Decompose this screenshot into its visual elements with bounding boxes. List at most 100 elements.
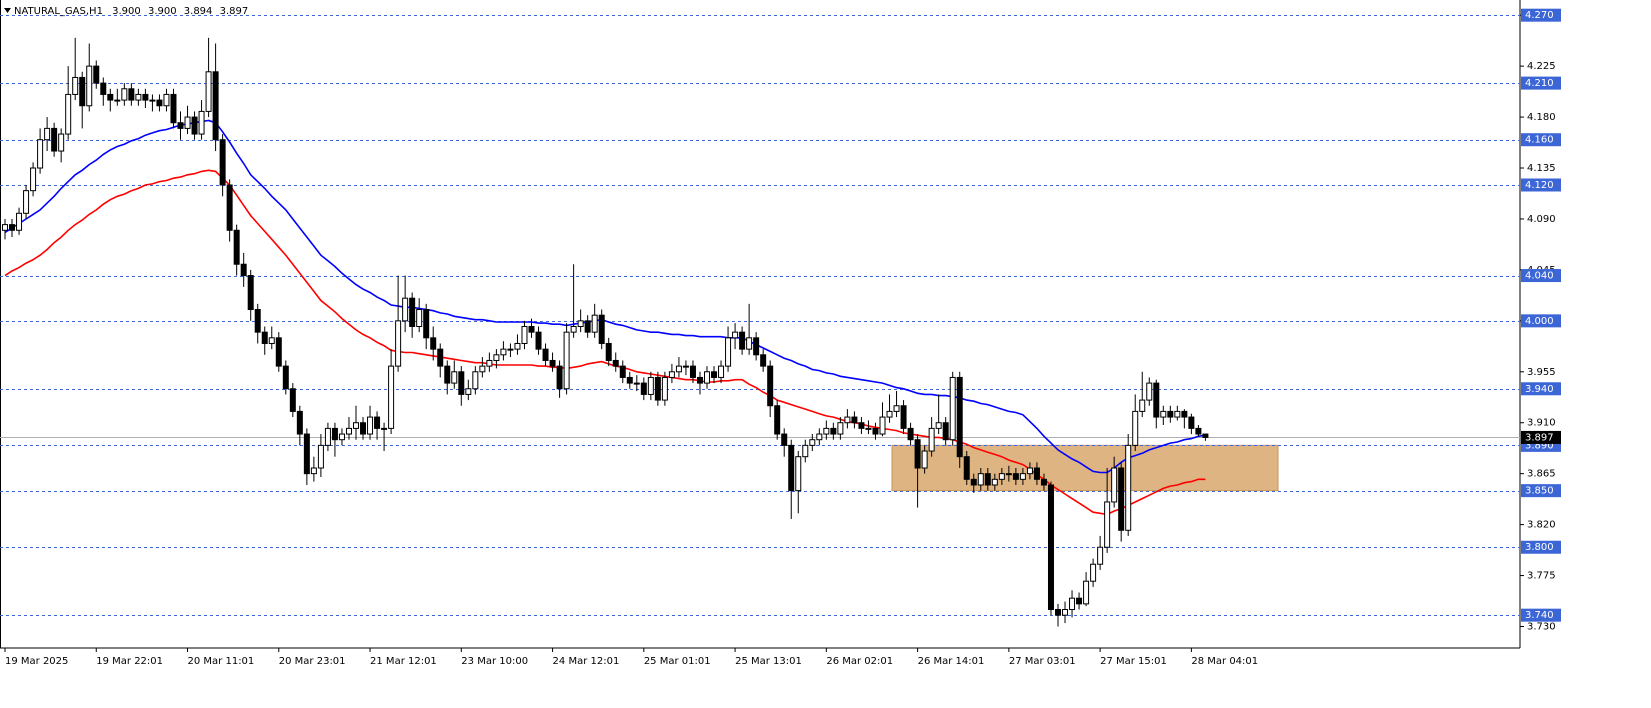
candle-body bbox=[844, 416, 851, 424]
zone bbox=[891, 444, 1279, 492]
candle-body bbox=[1012, 473, 1019, 480]
candle-body bbox=[809, 439, 816, 446]
y-tick-label: 3.820 bbox=[1527, 520, 1556, 531]
candle-body bbox=[725, 337, 732, 367]
candle-body bbox=[1097, 546, 1104, 565]
y-tick-label: 4.225 bbox=[1527, 61, 1556, 72]
x-tick-label: 19 Mar 22:01 bbox=[96, 656, 163, 667]
candle-body bbox=[345, 427, 352, 435]
candle-body bbox=[570, 326, 577, 333]
candle-body bbox=[135, 93, 142, 101]
candle-body bbox=[935, 422, 942, 429]
candle-body bbox=[58, 133, 65, 152]
candle-body bbox=[395, 320, 402, 367]
candle-body bbox=[1005, 473, 1012, 476]
y-tick-label: 3.865 bbox=[1527, 469, 1556, 480]
x-tick-label: 26 Mar 14:01 bbox=[918, 656, 985, 667]
menu-triangle[interactable] bbox=[4, 8, 11, 13]
candle-body bbox=[1083, 580, 1090, 605]
candle-body bbox=[240, 263, 247, 277]
candle-body bbox=[928, 427, 935, 452]
candle-body bbox=[121, 88, 128, 101]
level-label: 3.940 bbox=[1525, 384, 1554, 395]
y-tick-label: 3.730 bbox=[1527, 621, 1556, 632]
candle-body bbox=[30, 167, 37, 192]
candle-body bbox=[542, 348, 549, 361]
candle-body bbox=[1139, 399, 1146, 412]
candle-body bbox=[254, 309, 261, 333]
candle-body bbox=[1132, 410, 1139, 446]
y-tick-label: 4.180 bbox=[1527, 112, 1556, 123]
y-tick-label: 3.910 bbox=[1527, 418, 1556, 429]
y-tick-label: 3.955 bbox=[1527, 367, 1556, 378]
candle-body bbox=[675, 365, 682, 373]
candle-body bbox=[114, 99, 121, 102]
front-layer: 3.7303.7753.8203.8653.9103.9554.0004.045… bbox=[2, 8, 1561, 667]
y-tick-label: 4.090 bbox=[1527, 214, 1556, 225]
candle-body bbox=[767, 365, 774, 407]
low: 3.894 bbox=[184, 6, 213, 17]
candle-body bbox=[507, 348, 514, 351]
candle-body bbox=[219, 139, 226, 186]
candle-body bbox=[1062, 609, 1069, 616]
candle-body bbox=[177, 122, 184, 129]
candle-body bbox=[423, 309, 430, 339]
candle-body bbox=[851, 416, 858, 424]
candle-body bbox=[142, 93, 149, 101]
high: 3.900 bbox=[148, 6, 177, 17]
x-tick-label: 24 Mar 12:01 bbox=[553, 656, 620, 667]
level-label: 4.000 bbox=[1525, 316, 1554, 327]
candle-body bbox=[72, 76, 79, 95]
candle-body bbox=[500, 348, 507, 356]
candle-body bbox=[486, 359, 493, 367]
candle-body bbox=[338, 433, 345, 441]
candle-body bbox=[1118, 467, 1125, 531]
candle-body bbox=[437, 348, 444, 367]
candle-body bbox=[65, 93, 72, 135]
candle-body bbox=[9, 224, 16, 231]
candle-body bbox=[1090, 563, 1097, 582]
candle-body bbox=[23, 190, 30, 214]
candle-body bbox=[268, 337, 275, 344]
candle-body bbox=[296, 410, 303, 435]
candle-body bbox=[191, 116, 198, 135]
candle-body bbox=[998, 473, 1005, 480]
candle-body bbox=[261, 331, 268, 344]
y-tick-label: 3.775 bbox=[1527, 571, 1556, 582]
candle-body bbox=[1202, 433, 1209, 438]
candle-body bbox=[956, 376, 963, 458]
candle-body bbox=[1033, 467, 1040, 480]
candle-body bbox=[739, 331, 746, 350]
candle-body bbox=[991, 478, 998, 486]
candle-body bbox=[37, 139, 44, 169]
candle-body bbox=[689, 365, 696, 378]
candle-body bbox=[732, 331, 739, 339]
candle-body bbox=[1181, 410, 1188, 418]
candle-body bbox=[584, 320, 591, 333]
candle-body bbox=[44, 127, 51, 141]
candle-body bbox=[388, 365, 395, 429]
candle-body bbox=[984, 473, 991, 486]
candle-body bbox=[1160, 410, 1167, 418]
candle-body bbox=[331, 427, 338, 441]
candle-body bbox=[317, 444, 324, 469]
candle-body bbox=[149, 99, 156, 102]
candle-body bbox=[795, 456, 802, 492]
candle-body bbox=[107, 93, 114, 101]
candle-body bbox=[788, 444, 795, 492]
candle-body bbox=[626, 376, 633, 384]
candle-body bbox=[416, 309, 423, 328]
candle-body bbox=[704, 371, 710, 384]
x-tick-label: 27 Mar 15:01 bbox=[1100, 656, 1167, 667]
x-tick-label: 20 Mar 11:01 bbox=[188, 656, 255, 667]
candle-body bbox=[381, 427, 388, 430]
candle-body bbox=[711, 371, 718, 378]
open: 3.900 bbox=[112, 6, 141, 17]
level-label: 4.160 bbox=[1525, 135, 1554, 146]
candle-body bbox=[802, 444, 809, 458]
candle-body bbox=[1040, 478, 1047, 486]
level-label: 3.850 bbox=[1525, 486, 1554, 497]
x-tick-label: 25 Mar 01:01 bbox=[644, 656, 711, 667]
candle-body bbox=[640, 382, 647, 395]
